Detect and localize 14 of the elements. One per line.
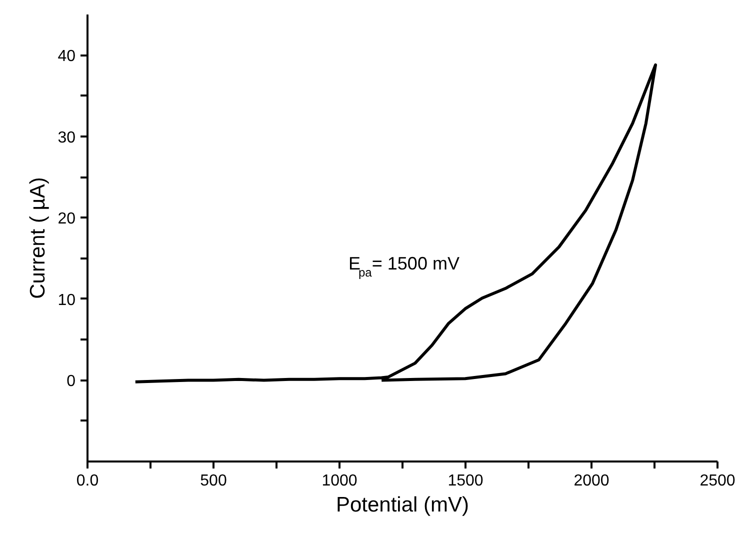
y-tick-label: 0 xyxy=(66,373,76,390)
y-tick-label: 20 xyxy=(58,210,76,228)
x-tick-label: 0.0 xyxy=(76,472,99,490)
x-tick-label: 500 xyxy=(200,472,227,490)
y-tick-label: 30 xyxy=(58,129,76,146)
x-tick-label: 1500 xyxy=(448,472,484,490)
y-tick-label: 40 xyxy=(58,48,76,66)
x-tick-label: 1000 xyxy=(322,472,358,490)
y-tick-label: 10 xyxy=(58,292,76,309)
x-axis-title: Potential (mV) xyxy=(336,494,470,516)
x-tick-label: 2000 xyxy=(574,472,610,490)
y-axis-title: Current ( µA) xyxy=(26,177,50,299)
line-series xyxy=(134,63,658,384)
x-tick-label: 2500 xyxy=(700,472,736,490)
